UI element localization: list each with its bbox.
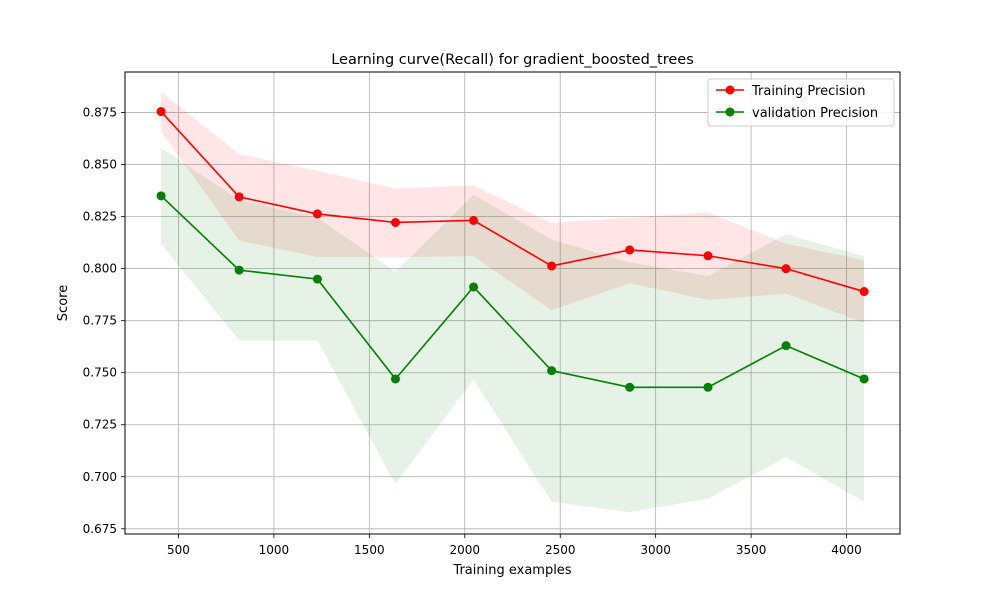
series-1-point bbox=[234, 265, 244, 275]
legend-marker-0 bbox=[725, 85, 735, 95]
legend-label-1: validation Precision bbox=[752, 106, 878, 121]
series-0-point bbox=[312, 209, 322, 219]
legend: Training Precision validation Precision bbox=[707, 78, 895, 127]
y-tick-label: 0.750 bbox=[83, 366, 117, 380]
x-tick-label: 1500 bbox=[354, 543, 385, 557]
series-0-point bbox=[156, 107, 166, 117]
chart-title: Learning curve(Recall) for gradient_boos… bbox=[331, 52, 694, 68]
legend-marker-1 bbox=[725, 107, 735, 117]
x-axis: 500 1000 1500 2000 2500 3000 3500 4000 bbox=[167, 534, 862, 557]
confidence-bands bbox=[161, 91, 865, 513]
series-1-line bbox=[160, 195, 865, 389]
x-tick-label: 3000 bbox=[640, 543, 671, 557]
y-tick-label: 0.800 bbox=[83, 262, 117, 276]
series-0-point bbox=[547, 261, 557, 271]
series-1-point bbox=[390, 374, 400, 384]
x-tick-label: 500 bbox=[167, 543, 190, 557]
series-0-point bbox=[469, 215, 479, 225]
series-1-point bbox=[156, 191, 166, 201]
plot-frame bbox=[124, 71, 901, 535]
series-0-point bbox=[703, 251, 713, 261]
series-0-band bbox=[161, 91, 865, 323]
y-tick-label: 0.775 bbox=[83, 314, 117, 328]
x-tick-label: 4000 bbox=[831, 543, 862, 557]
series-1-point bbox=[312, 274, 322, 284]
y-axis: 0.675 0.700 0.725 0.750 0.775 0.800 0.825 0.850… bbox=[83, 106, 125, 536]
y-tick-label: 0.825 bbox=[83, 210, 117, 224]
series-1-point bbox=[547, 366, 557, 376]
y-tick-label: 0.850 bbox=[83, 158, 117, 172]
y-tick-label: 0.700 bbox=[83, 470, 117, 484]
x-tick-label: 2000 bbox=[450, 543, 481, 557]
series-0-point bbox=[859, 287, 869, 297]
series-points bbox=[156, 107, 869, 392]
y-axis-label: Score bbox=[56, 285, 71, 321]
series-0-point bbox=[234, 192, 244, 202]
x-tick-label: 2500 bbox=[545, 543, 576, 557]
grid-lines bbox=[125, 72, 900, 534]
legend-box bbox=[707, 78, 895, 127]
y-tick-label: 0.725 bbox=[83, 418, 117, 432]
x-tick-label: 1000 bbox=[259, 543, 290, 557]
series-1-point bbox=[469, 282, 479, 292]
series-0-point bbox=[781, 264, 791, 274]
series-0-line bbox=[160, 110, 865, 293]
series-1-band bbox=[161, 147, 865, 513]
y-tick-label: 0.875 bbox=[83, 106, 117, 120]
series-1-point bbox=[703, 382, 713, 392]
series-1-point bbox=[859, 374, 869, 384]
series-1-point bbox=[781, 341, 791, 351]
series-0-point bbox=[390, 217, 400, 227]
series-lines bbox=[160, 110, 865, 389]
x-axis-label: Training examples bbox=[452, 563, 571, 578]
x-tick-label: 3500 bbox=[736, 543, 767, 557]
series-1-point bbox=[625, 382, 635, 392]
legend-label-0: Training Precision bbox=[751, 84, 865, 99]
y-tick-label: 0.675 bbox=[83, 522, 117, 536]
series-0-point bbox=[625, 245, 635, 255]
